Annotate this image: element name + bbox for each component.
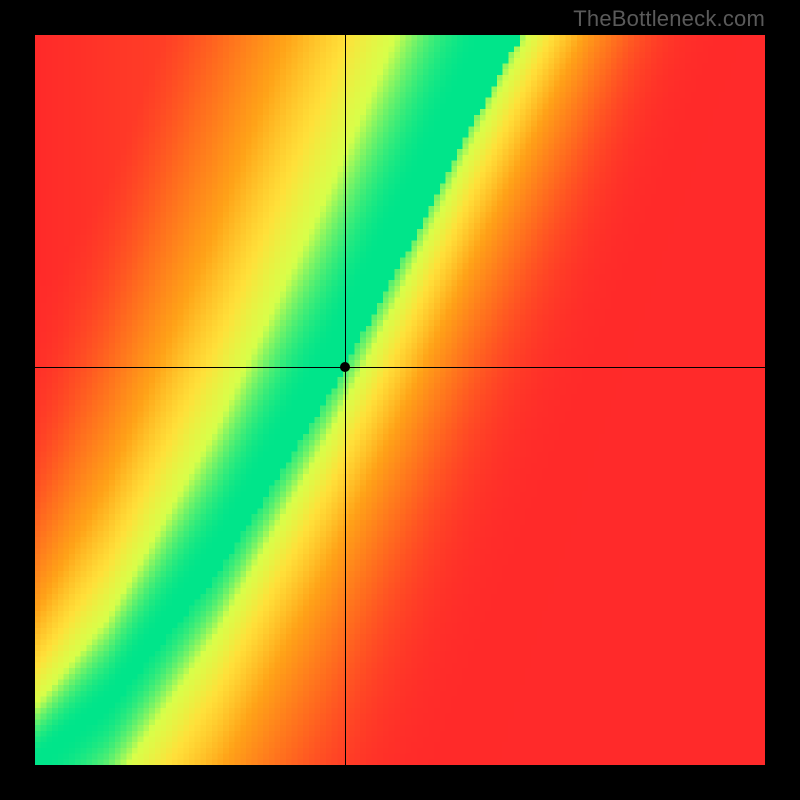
heatmap-canvas — [35, 35, 765, 765]
heatmap-plot — [35, 35, 765, 765]
crosshair-vertical — [345, 35, 346, 765]
watermark-text: TheBottleneck.com — [573, 6, 765, 32]
crosshair-marker — [340, 362, 350, 372]
outer-frame: TheBottleneck.com — [0, 0, 800, 800]
crosshair-horizontal — [35, 367, 765, 368]
